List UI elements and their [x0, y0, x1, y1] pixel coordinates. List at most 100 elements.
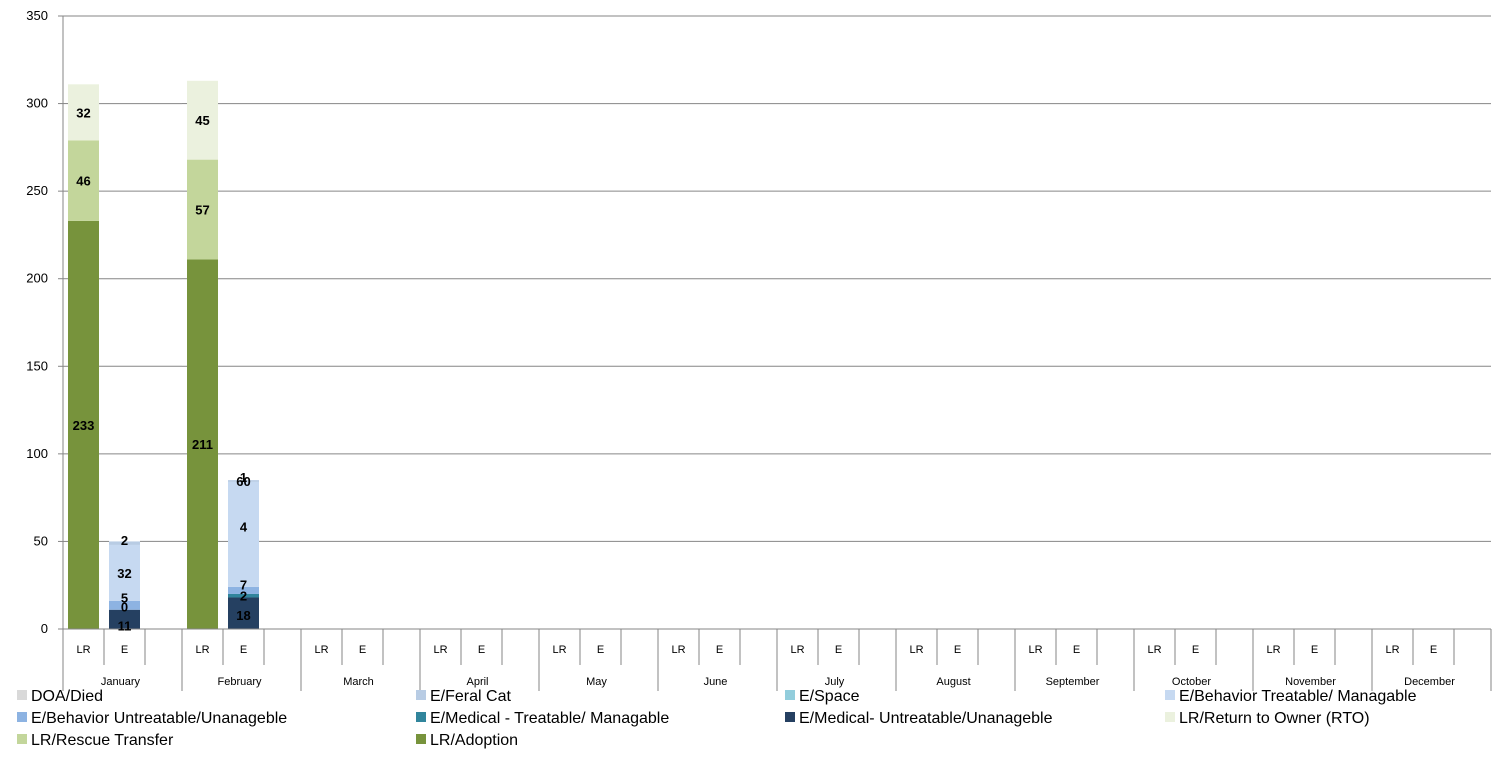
x-subcategory-label: E — [597, 644, 604, 656]
data-label: 11 — [118, 618, 132, 633]
legend-label-e-behavior-untreatable-unanageble: E/Behavior Untreatable/Unanageble — [31, 710, 287, 727]
x-group-label: November — [1285, 676, 1336, 688]
data-label: 57 — [195, 203, 209, 218]
bar-february-lr-lr-rescue-transfer — [187, 159, 218, 260]
legend-label-e-behavior-treatable-managable: E/Behavior Treatable/ Managable — [1179, 688, 1417, 705]
x-subcategory-label: LR — [314, 644, 328, 656]
data-label: 211 — [192, 437, 213, 452]
legend-label-e-feral-cat: E/Feral Cat — [430, 688, 511, 705]
x-subcategory-label: E — [954, 644, 961, 656]
bar-february-e-e-medical-treatable-managable — [228, 593, 259, 598]
bar-february-lr-lr-return-to-owner-rto — [187, 80, 218, 160]
bar-january-lr-lr-rescue-transfer — [68, 140, 99, 221]
legend-swatch-e-medical-untreatable-unanageble — [785, 712, 795, 722]
x-group-label: December — [1404, 676, 1455, 688]
legend-swatch-lr-return-to-owner-rto — [1165, 712, 1175, 722]
data-label: 32 — [76, 105, 90, 120]
x-subcategory-label: E — [1430, 644, 1437, 656]
bar-february-lr-lr-adoption — [187, 259, 218, 629]
bar-january-lr-lr-return-to-owner-rto — [68, 84, 99, 141]
x-group-label: January — [101, 676, 141, 688]
legend: DOA/Died E/Feral Cat E/Space E/Behavior Tre… — [17, 688, 1417, 749]
legend-label-e-medical-untreatable-unanageble: E/Medical- Untreatable/Unanageble — [799, 710, 1053, 727]
x-group-label: August — [936, 676, 970, 688]
x-subcategory-label: E — [1073, 644, 1080, 656]
y-tick-label: 150 — [26, 358, 48, 373]
legend-swatch-doa-died — [17, 690, 27, 700]
x-subcategory-label: LR — [671, 644, 685, 656]
y-tick-label: 200 — [26, 271, 48, 286]
x-group-label: June — [704, 676, 728, 688]
data-label: 18 — [236, 608, 250, 623]
x-group-label: March — [343, 676, 374, 688]
data-label: 4 — [240, 519, 248, 534]
data-label: 5 — [121, 590, 128, 605]
x-subcategory-label: E — [478, 644, 485, 656]
data-label: 60 — [236, 474, 250, 489]
bar-january-e-e-behavior-untreatable-unanageble — [109, 600, 140, 610]
y-tick-label: 300 — [26, 96, 48, 111]
y-tick-label: 250 — [26, 183, 48, 198]
data-label: 0 — [121, 600, 128, 615]
legend-swatch-e-medical-treatable-managable — [416, 712, 426, 722]
x-group-label: July — [825, 676, 845, 688]
legend-label-doa-died: DOA/Died — [31, 688, 103, 705]
data-label: 2 — [121, 533, 128, 548]
x-subcategory-label: LR — [433, 644, 447, 656]
y-tick-label: 0 — [41, 621, 48, 636]
x-subcategory-label: E — [1192, 644, 1199, 656]
x-subcategory-label: LR — [790, 644, 804, 656]
legend-swatch-e-behavior-untreatable-unanageble — [17, 712, 27, 722]
x-subcategory-label: LR — [1147, 644, 1161, 656]
y-tick-label: 100 — [26, 446, 48, 461]
bars — [68, 80, 259, 629]
x-subcategory-label: E — [240, 644, 247, 656]
x-group-label: September — [1046, 676, 1100, 688]
bar-february-e-e-behavior-treatable-managable — [228, 481, 259, 587]
bar-january-e-e-behavior-treatable-managable — [109, 544, 140, 601]
bar-february-e-e-feral-cat — [228, 480, 259, 482]
legend-label-e-medical-treatable-managable: E/Medical - Treatable/ Managable — [430, 710, 669, 727]
legend-swatch-e-behavior-treatable-managable — [1165, 690, 1175, 700]
legend-label-lr-rescue-transfer: LR/Rescue Transfer — [31, 732, 174, 749]
data-label: 233 — [73, 418, 95, 433]
bar-february-e-e-behavior-untreatable-unanageble — [228, 586, 259, 594]
data-label: 32 — [117, 566, 131, 581]
x-subcategory-label: LR — [552, 644, 566, 656]
y-tick-label: 50 — [34, 533, 48, 548]
x-subcategory-label: LR — [1266, 644, 1280, 656]
gridlines — [63, 15, 1491, 542]
legend-swatch-lr-adoption — [416, 734, 426, 744]
y-tick-label: 350 — [26, 8, 48, 23]
legend-label-lr-return-to-owner-rto: LR/Return to Owner (RTO) — [1179, 710, 1370, 727]
data-label: 46 — [76, 174, 90, 189]
x-subcategory-label: LR — [1028, 644, 1042, 656]
x-subcategory-label: E — [121, 644, 128, 656]
x-subcategory-label: E — [1311, 644, 1318, 656]
x-subcategory-label: LR — [195, 644, 209, 656]
x-subcategory-label: LR — [1385, 644, 1399, 656]
data-label: 45 — [195, 113, 209, 128]
bar-january-e-e-medical-untreatable-unanageble — [109, 609, 140, 629]
data-label: 7 — [240, 577, 247, 592]
x-subcategory-label: E — [716, 644, 723, 656]
bar-january-e-e-feral-cat — [109, 541, 140, 545]
x-group-label: April — [466, 676, 488, 688]
x-group-label: February — [217, 676, 262, 688]
legend-swatch-lr-rescue-transfer — [17, 734, 27, 744]
data-label: 2 — [240, 589, 247, 604]
bar-january-lr-lr-adoption — [68, 220, 99, 629]
x-group-label: October — [1172, 676, 1211, 688]
legend-swatch-e-space — [785, 690, 795, 700]
legend-label-lr-adoption: LR/Adoption — [430, 732, 518, 749]
legend-swatch-e-feral-cat — [416, 690, 426, 700]
x-subcategory-label: E — [835, 644, 842, 656]
x-subcategory-label: LR — [909, 644, 923, 656]
legend-label-e-space: E/Space — [799, 688, 860, 705]
bar-february-e-e-medical-untreatable-unanageble — [228, 597, 259, 629]
x-subcategory-label: LR — [76, 644, 90, 656]
